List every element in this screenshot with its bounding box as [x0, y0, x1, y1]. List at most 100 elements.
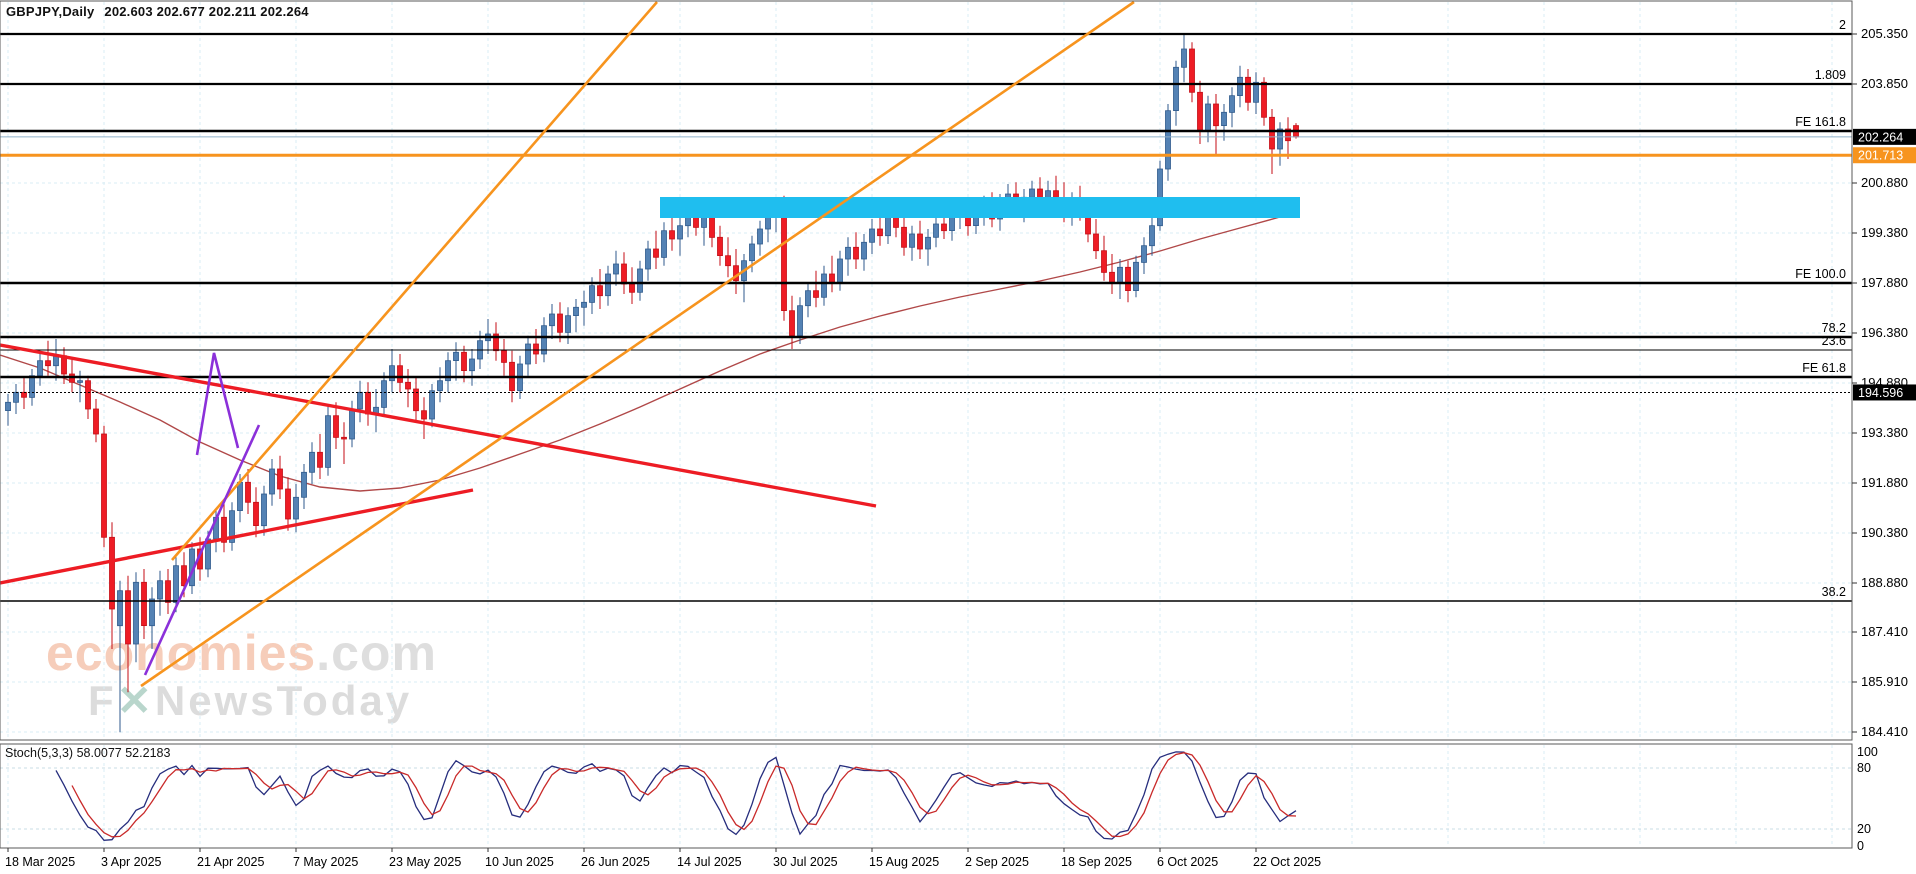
- candle: [69, 359, 75, 393]
- candle-body: [349, 408, 355, 440]
- moving-average-line[interactable]: [0, 212, 1297, 492]
- candle: [157, 570, 163, 616]
- candle: [573, 299, 579, 333]
- candle: [717, 225, 723, 266]
- supply-zone-rectangle[interactable]: [660, 197, 1300, 218]
- candle-body: [941, 223, 947, 232]
- candle: [1245, 69, 1251, 111]
- price-badge: [1853, 128, 1916, 145]
- candle: [141, 569, 147, 639]
- stoch-scale-label: 80: [1857, 761, 1871, 775]
- candle-body: [605, 273, 611, 297]
- orange-channel-lower[interactable]: [140, 0, 1135, 688]
- orange-channel-upper[interactable]: [171, 1, 658, 561]
- candle-body: [621, 263, 627, 285]
- candle-body: [557, 313, 563, 333]
- candle-body: [845, 246, 851, 260]
- candle-body: [645, 248, 651, 270]
- candle: [597, 269, 603, 309]
- candle: [909, 225, 915, 261]
- candle-body: [717, 236, 723, 257]
- candle-body: [85, 380, 91, 410]
- stoch-scale-label: 100: [1857, 745, 1878, 759]
- candle: [837, 250, 843, 291]
- symbol-period-label: GBPJPY,Daily: [6, 4, 95, 19]
- candle-body: [1285, 128, 1291, 142]
- candle-body: [397, 365, 403, 383]
- candle-body: [1101, 250, 1107, 273]
- candle-body: [21, 391, 27, 398]
- candle: [917, 220, 923, 259]
- fib-level-label: 38.2: [1822, 585, 1846, 599]
- candle-body: [1261, 81, 1267, 118]
- candle: [1189, 42, 1195, 103]
- date-label: 14 Jul 2025: [677, 855, 742, 869]
- candle: [557, 302, 563, 343]
- candle: [1125, 260, 1131, 303]
- fib-level-label: 78.2: [1822, 321, 1846, 335]
- candle: [821, 265, 827, 306]
- zigzag-purple[interactable]: [195, 352, 240, 456]
- watermark-tagline-rest: NewsToday: [154, 677, 413, 724]
- candle: [725, 237, 731, 278]
- candle: [285, 477, 291, 531]
- price-tick-label: 187.410: [1861, 624, 1908, 639]
- candle: [421, 397, 427, 439]
- candle: [253, 487, 259, 538]
- date-label: 30 Jul 2025: [773, 855, 838, 869]
- candle: [677, 217, 683, 256]
- price-badge-label: 194.596: [1858, 386, 1903, 400]
- candle-body: [141, 581, 147, 626]
- candle: [1101, 235, 1107, 281]
- candle-body: [525, 343, 531, 365]
- candle: [1277, 122, 1283, 166]
- candle-body: [381, 380, 387, 408]
- candle-body: [1133, 261, 1139, 291]
- candle: [645, 240, 651, 281]
- candle-body: [837, 258, 843, 283]
- candle-body: [325, 415, 331, 468]
- candle: [1149, 217, 1155, 256]
- candle: [1093, 219, 1099, 259]
- fib-level-label: 23.6: [1822, 334, 1846, 348]
- zigzag-purple[interactable]: [143, 424, 261, 676]
- date-label: 2 Sep 2025: [965, 855, 1029, 869]
- candle-body: [1109, 271, 1115, 283]
- candle: [1213, 94, 1219, 154]
- candle: [805, 282, 811, 318]
- stoch-scale-label: 20: [1857, 822, 1871, 836]
- red-descending-trendline[interactable]: [0, 343, 877, 508]
- candle-body: [317, 451, 323, 468]
- candle: [549, 304, 555, 339]
- candle-body: [461, 351, 467, 371]
- candle: [621, 252, 627, 294]
- candle: [1165, 104, 1171, 181]
- candle-body: [653, 248, 659, 258]
- price-tick-label: 184.410: [1861, 724, 1908, 739]
- candle: [789, 295, 795, 349]
- candle-body: [925, 236, 931, 250]
- candle: [301, 464, 307, 509]
- candle-body: [1173, 66, 1179, 112]
- candle: [1285, 117, 1291, 159]
- candle: [317, 434, 323, 479]
- candle-body: [677, 225, 683, 240]
- stoch-values: 58.0077 52.2183: [76, 746, 171, 760]
- stoch-name: Stoch(5,3,3): [5, 746, 74, 760]
- red-ascending-trendline[interactable]: [0, 488, 474, 585]
- candle-body: [869, 228, 875, 243]
- watermark-brand-text: economies: [46, 625, 317, 681]
- candle: [269, 459, 275, 506]
- candle-body: [1253, 81, 1259, 103]
- chart-title: GBPJPY,Daily 202.603 202.677 202.211 202.…: [6, 4, 309, 19]
- candle: [389, 349, 395, 393]
- candle-body: [613, 263, 619, 275]
- candle-body: [101, 433, 107, 538]
- candle: [29, 369, 35, 406]
- candle: [429, 384, 435, 428]
- candle-body: [1093, 233, 1099, 252]
- date-label: 21 Apr 2025: [197, 855, 264, 869]
- candle-body: [597, 285, 603, 297]
